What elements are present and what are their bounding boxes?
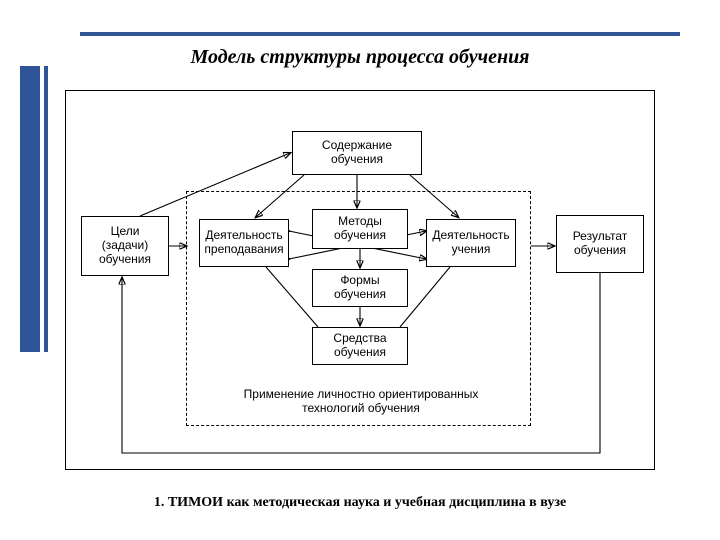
node-learning: Деятельность учения bbox=[426, 219, 516, 267]
technologies-label: Применение личностно ориентированных тех… bbox=[231, 387, 491, 416]
node-means: Средства обучения bbox=[312, 327, 408, 365]
slide-caption: 1. ТИМОИ как методическая наука и учебна… bbox=[0, 495, 720, 511]
node-methods: Методы обучения bbox=[312, 209, 408, 249]
node-goals: Цели (задачи) обучения bbox=[81, 216, 169, 276]
node-teaching: Деятельность преподавания bbox=[199, 219, 289, 267]
accent-left-bar-wide bbox=[20, 66, 40, 352]
node-content: Содержание обучения bbox=[292, 131, 422, 175]
diagram-title: Модель структуры процесса обучения bbox=[0, 46, 720, 69]
diagram-frame: Применение личностно ориентированных тех… bbox=[65, 90, 655, 470]
node-forms: Формы обучения bbox=[312, 269, 408, 307]
node-result: Результат обучения bbox=[556, 215, 644, 273]
accent-left-bar-thin bbox=[44, 66, 48, 352]
accent-top-bar bbox=[80, 32, 680, 36]
